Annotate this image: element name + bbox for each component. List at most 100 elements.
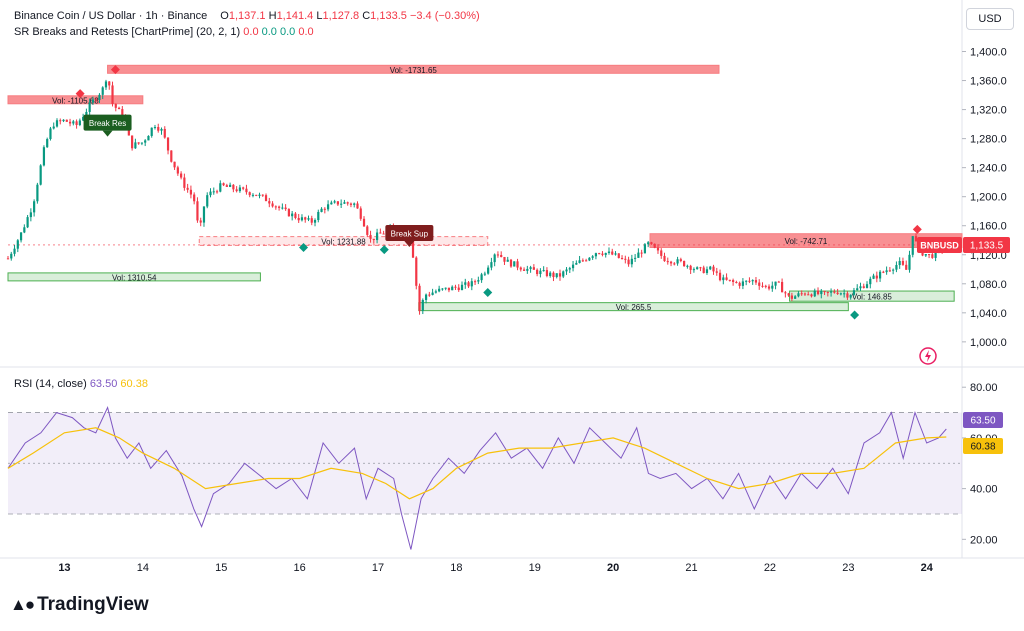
bull-signal-icon xyxy=(483,287,493,297)
candle-body xyxy=(229,184,232,187)
candle-body xyxy=(176,167,179,174)
candle-body xyxy=(545,270,549,277)
candle-body xyxy=(242,187,245,189)
time-tick-label: 13 xyxy=(58,562,70,574)
time-tick-label: 21 xyxy=(685,562,697,574)
candle-body xyxy=(163,128,166,138)
candle-body xyxy=(758,282,761,286)
candle-body xyxy=(794,296,797,299)
candle-body xyxy=(686,265,689,267)
candle-body xyxy=(741,281,745,286)
indicator-legend[interactable]: SR Breaks and Retests [ChartPrime] (20, … xyxy=(14,26,314,38)
price-tick-label: 1,040.0 xyxy=(970,308,1007,320)
last-price-badge xyxy=(963,236,1010,253)
candle-body xyxy=(878,271,882,279)
rsi-title[interactable]: RSI (14, close) xyxy=(14,378,87,390)
symbol-badge xyxy=(917,236,962,253)
candle-body xyxy=(506,259,509,262)
candle-body xyxy=(875,275,878,279)
candle-body xyxy=(245,188,248,193)
candle-body xyxy=(865,284,869,288)
price-tick-label: 1,360.0 xyxy=(970,76,1007,88)
candle-body xyxy=(490,262,493,268)
indicator-title[interactable]: SR Breaks and Retests [ChartPrime] (20, … xyxy=(14,26,241,38)
candle-body xyxy=(927,254,931,256)
candle-body xyxy=(483,273,486,275)
candle-body xyxy=(238,187,242,192)
candle-body xyxy=(689,265,692,270)
candle-body xyxy=(287,209,290,217)
candle-body xyxy=(611,251,614,255)
candle-body xyxy=(660,250,663,256)
candle-body xyxy=(493,254,496,263)
candle-body xyxy=(696,267,699,270)
candle-body xyxy=(487,267,490,274)
candle-body xyxy=(313,220,317,223)
candle-body xyxy=(745,280,748,282)
candle-body xyxy=(702,267,705,274)
candle-body xyxy=(157,127,160,131)
candle-body xyxy=(55,120,59,127)
candle-body xyxy=(620,257,624,259)
candle-body xyxy=(196,201,199,221)
candle-body xyxy=(202,206,206,223)
currency-button[interactable]: USD xyxy=(966,8,1014,30)
candle-body xyxy=(82,117,85,121)
candle-body xyxy=(418,285,421,311)
candle-body xyxy=(307,218,310,220)
rsi-value-badge-text: 63.50 xyxy=(970,416,995,427)
bear-signal-icon xyxy=(75,89,85,99)
rsi-legend[interactable]: RSI (14, close) 63.50 60.38 xyxy=(14,378,148,390)
time-tick-label: 15 xyxy=(215,562,227,574)
candle-body xyxy=(532,267,535,270)
rsi-tick-label: 80.00 xyxy=(970,382,998,394)
candle-body xyxy=(676,259,679,264)
candle-body xyxy=(88,102,91,112)
candle-body xyxy=(901,260,905,265)
break-label-box xyxy=(83,114,132,131)
candle-body xyxy=(353,203,356,205)
candle-body xyxy=(699,267,702,269)
candle-body xyxy=(634,257,637,259)
candle-body xyxy=(767,286,771,289)
bear-signal-icon xyxy=(912,224,922,234)
candle-body xyxy=(575,262,578,265)
candle-body xyxy=(558,273,562,277)
rsi-line xyxy=(7,406,947,550)
candle-body xyxy=(614,253,617,255)
candle-body xyxy=(539,270,542,275)
tradingview-logo[interactable]: ▲● TradingView xyxy=(10,594,149,616)
candle-body xyxy=(281,207,284,209)
close-label: C xyxy=(362,10,371,22)
candle-body xyxy=(761,285,764,287)
candle-body xyxy=(627,259,630,265)
candle-body xyxy=(810,294,813,297)
candle-body xyxy=(317,211,320,221)
price-tick-label: 1,160.0 xyxy=(970,221,1007,233)
candle-body xyxy=(777,281,780,283)
candle-body xyxy=(372,238,375,241)
candle-body xyxy=(300,217,304,221)
candle-body xyxy=(656,247,660,251)
candle-body xyxy=(568,268,571,270)
candle-body xyxy=(438,288,441,292)
symbol-title: Binance Coin / US Dollar · 1h · Binance xyxy=(14,10,208,22)
candle-body xyxy=(320,208,323,212)
candle-body xyxy=(277,206,281,208)
candle-body xyxy=(434,291,437,293)
candle-body xyxy=(829,291,833,293)
bull-signal-icon xyxy=(379,245,389,255)
candle-body xyxy=(52,126,55,129)
candle-body xyxy=(519,267,522,270)
candle-body xyxy=(500,254,503,258)
candle-body xyxy=(39,165,42,185)
candle-body xyxy=(271,203,274,207)
candle-body xyxy=(790,295,793,299)
candle-body xyxy=(503,257,506,262)
candle-body xyxy=(264,195,268,202)
candle-body xyxy=(653,243,656,248)
candle-body xyxy=(607,251,611,253)
symbol-badge-text: BNBUSD xyxy=(920,240,959,250)
candle-body xyxy=(336,201,339,205)
